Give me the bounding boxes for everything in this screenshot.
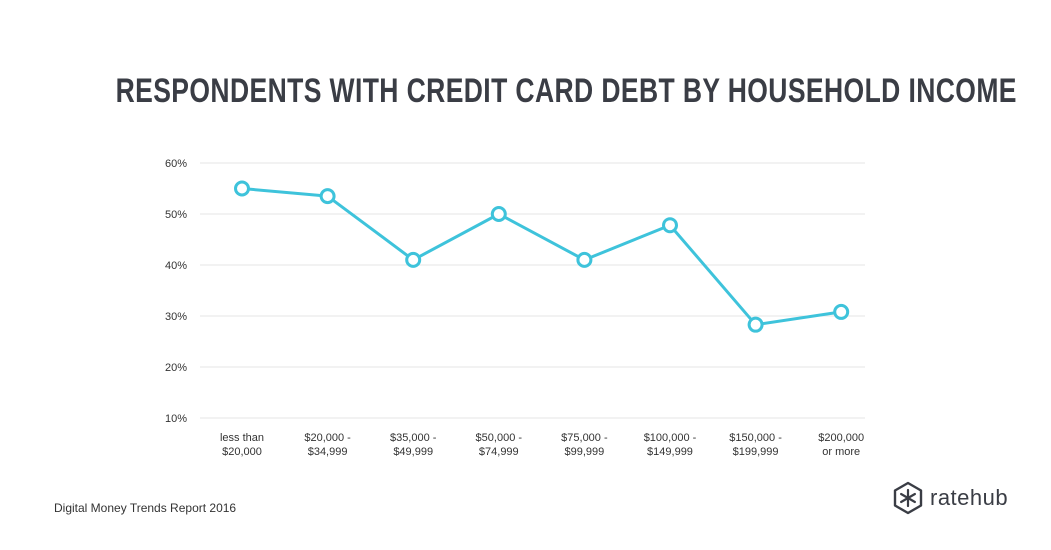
brand-name: ratehub xyxy=(930,485,1009,510)
data-point-7 xyxy=(833,303,850,320)
x-tick-line-2-1: $49,999 xyxy=(393,446,433,458)
data-point-0 xyxy=(234,180,250,197)
report-source: Digital Money Trends Report 2016 xyxy=(54,501,237,515)
x-tick-label-0: less than $20,000 xyxy=(220,432,264,458)
x-tick-label-3: $50,000 - $74,999 xyxy=(476,432,523,458)
x-tick-label-5: $100,000 - $149,999 xyxy=(644,432,697,458)
x-tick-line-1-1: $34,999 xyxy=(308,446,348,458)
data-point-5 xyxy=(662,217,678,234)
data-point-3 xyxy=(490,206,507,222)
data-point-4 xyxy=(576,251,593,268)
x-tick-line-0-0: less than xyxy=(220,432,264,444)
data-point-6 xyxy=(747,316,764,333)
x-tick-line-2-0: $35,000 - xyxy=(390,432,437,444)
gridlines xyxy=(200,162,865,419)
x-tick-label-7: $200,000 or more xyxy=(818,432,864,458)
x-tick-line-6-0: $150,000 - xyxy=(729,432,782,444)
x-tick-label-1: $20,000 - $34,999 xyxy=(304,432,351,458)
ratehub-brand: ratehub xyxy=(892,480,1008,516)
series-line xyxy=(240,187,843,327)
x-tick-line-3-1: $74,999 xyxy=(479,446,519,458)
y-tick-label-10: 10% xyxy=(165,413,187,425)
data-point-1 xyxy=(319,188,336,205)
x-tick-label-2: $35,000 - $49,999 xyxy=(390,432,437,458)
x-tick-line-0-1: $20,000 xyxy=(222,446,262,458)
x-tick-line-4-0: $75,000 - xyxy=(561,432,608,444)
y-axis-tick-labels: 10% 20% 30% 40% 50% 60% xyxy=(165,158,187,425)
y-tick-label-50: 50% xyxy=(165,209,187,221)
series-income-debt xyxy=(234,180,850,333)
y-tick-label-30: 30% xyxy=(165,311,187,323)
y-tick-label-40: 40% xyxy=(165,260,187,272)
x-tick-line-7-1: or more xyxy=(822,446,860,458)
x-tick-line-6-1: $199,999 xyxy=(733,446,779,458)
x-tick-line-7-0: $200,000 xyxy=(818,432,864,444)
data-point-2 xyxy=(405,251,422,268)
x-tick-line-5-1: $149,999 xyxy=(647,446,693,458)
y-tick-label-60: 60% xyxy=(165,158,187,170)
x-tick-label-6: $150,000 - $199,999 xyxy=(729,432,782,458)
y-tick-label-20: 20% xyxy=(165,362,187,374)
x-tick-line-1-0: $20,000 - xyxy=(304,432,351,444)
chart-title: RESPONDENTS WITH CREDIT CARD DEBT BY HOU… xyxy=(115,72,1017,110)
x-tick-line-4-1: $99,999 xyxy=(565,446,605,458)
ratehub-logo-icon xyxy=(893,481,923,515)
x-tick-line-5-0: $100,000 - xyxy=(644,432,697,444)
x-tick-label-4: $75,000 - $99,999 xyxy=(561,432,608,458)
x-tick-line-3-0: $50,000 - xyxy=(476,432,523,444)
x-axis-tick-labels: less than $20,000 $20,000 - $34,999 $35,000 … xyxy=(220,432,864,458)
